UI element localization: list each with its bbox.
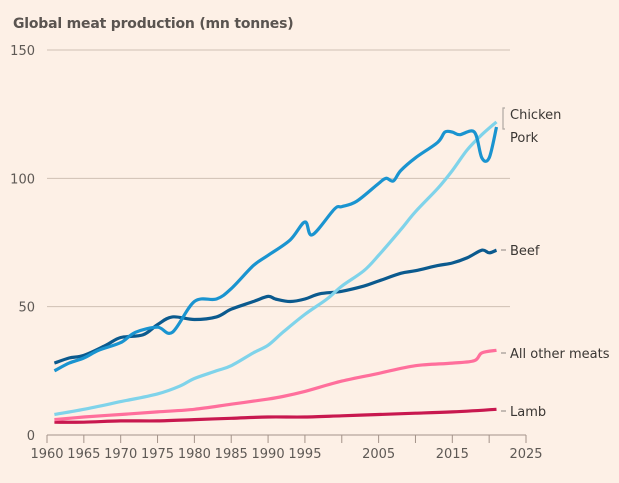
x-tick-label: 2015: [436, 447, 469, 462]
y-tick-label: 0: [27, 429, 35, 444]
x-tick-label: 1975: [141, 447, 174, 462]
gridlines: [47, 49, 510, 308]
legend-label-beef: Beef: [510, 244, 540, 259]
legend-label-all-other-meats: All other meats: [510, 347, 610, 362]
direct-labels: Chicken Pork Beef All other meats Lamb: [501, 107, 610, 420]
x-tick-label: 1960: [30, 447, 63, 462]
legend-label-chicken: Chicken: [510, 108, 561, 123]
chart-title: Global meat production (mn tonnes): [13, 16, 294, 32]
y-tick-label: 150: [10, 44, 35, 59]
x-tick-label: 1970: [104, 447, 137, 462]
x-tick-label: 1985: [215, 447, 248, 462]
x-tick-label: 2005: [362, 447, 395, 462]
bracket-chicken-pork: [502, 107, 505, 130]
series-line-chicken: [54, 120, 498, 417]
legend-label-pork: Pork: [510, 131, 539, 146]
x-axis: 1960 1965 1970 1975 1980 1985 1990 1995 2005 2015…: [30, 434, 543, 462]
series-line-all-other-meats: [54, 348, 497, 422]
series-lines: [53, 120, 499, 424]
legend-label-lamb: Lamb: [510, 405, 546, 420]
x-tick-label: 1995: [288, 447, 321, 462]
y-tick-label: 50: [18, 301, 35, 316]
series-line-pork: [53, 126, 499, 373]
x-tick-label: 1965: [67, 447, 100, 462]
y-tick-label: 100: [10, 172, 35, 187]
y-axis-tick-labels: 0 50 100 150: [10, 44, 35, 444]
x-tick-label: 1990: [252, 447, 285, 462]
series-line-lamb: [54, 407, 497, 424]
x-tick-label: 1980: [178, 447, 211, 462]
x-tick-label: 2025: [509, 447, 542, 462]
